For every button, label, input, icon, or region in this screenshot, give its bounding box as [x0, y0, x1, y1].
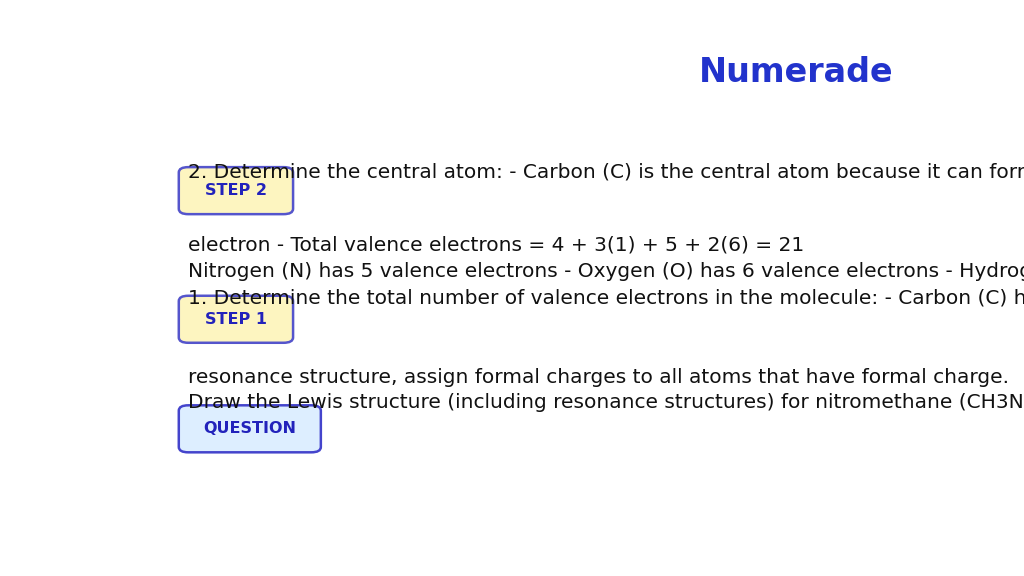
- Text: QUESTION: QUESTION: [204, 421, 296, 436]
- Text: Numerade: Numerade: [699, 56, 894, 89]
- Text: Nitrogen (N) has 5 valence electrons - Oxygen (O) has 6 valence electrons - Hydr: Nitrogen (N) has 5 valence electrons - O…: [188, 262, 1024, 281]
- Text: 2. Determine the central atom: - Carbon (C) is the central atom because it can f: 2. Determine the central atom: - Carbon …: [188, 162, 1024, 181]
- Text: STEP 2: STEP 2: [205, 183, 267, 198]
- Text: electron - Total valence electrons = 4 + 3(1) + 5 + 2(6) = 21: electron - Total valence electrons = 4 +…: [188, 236, 805, 255]
- FancyBboxPatch shape: [179, 167, 293, 214]
- Text: Draw the Lewis structure (including resonance structures) for nitromethane (CH3N: Draw the Lewis structure (including reso…: [188, 393, 1024, 412]
- FancyBboxPatch shape: [179, 295, 293, 343]
- FancyBboxPatch shape: [179, 406, 321, 452]
- Text: STEP 1: STEP 1: [205, 312, 267, 327]
- Text: resonance structure, assign formal charges to all atoms that have formal charge.: resonance structure, assign formal charg…: [188, 369, 1010, 388]
- Text: 1. Determine the total number of valence electrons in the molecule: - Carbon (C): 1. Determine the total number of valence…: [188, 289, 1024, 308]
